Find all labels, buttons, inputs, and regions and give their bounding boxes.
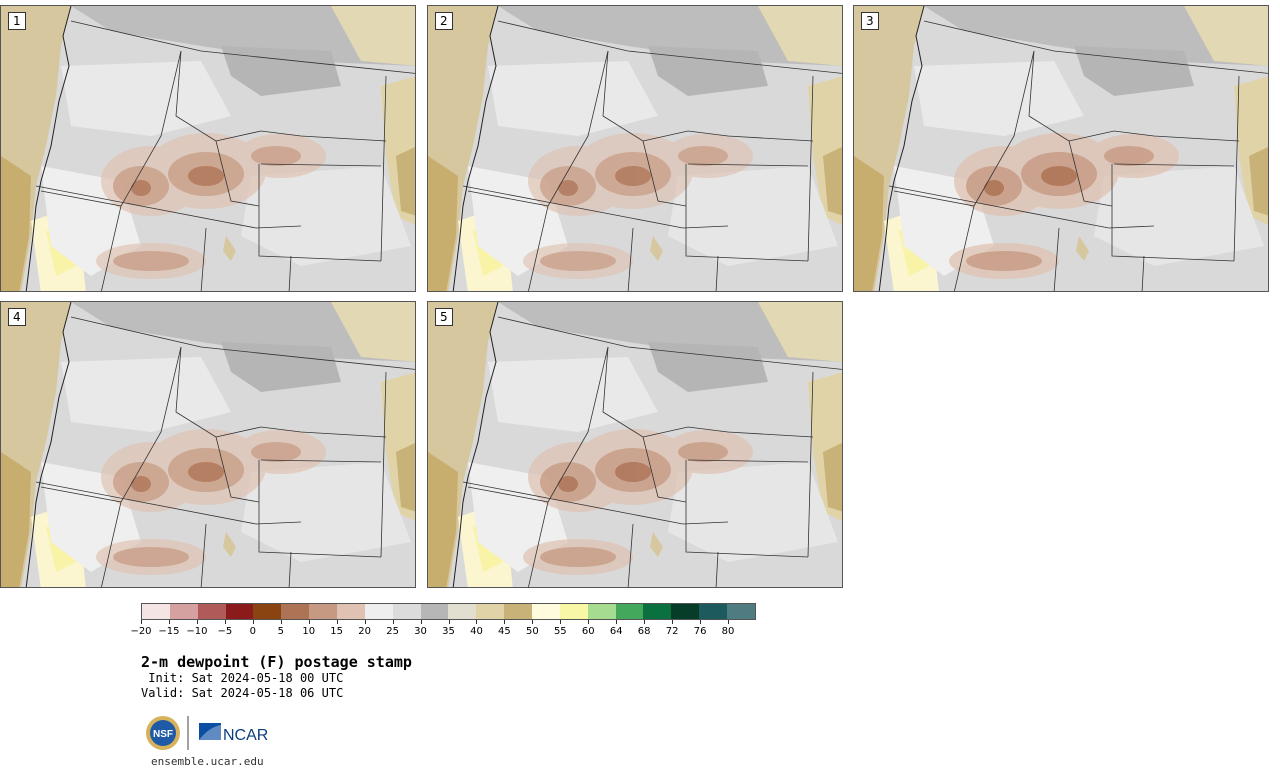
- map-panel-2: 2: [427, 5, 843, 292]
- colorbar-segment: [169, 604, 198, 619]
- colorbar-segment: [699, 604, 728, 619]
- colorbar-tick-label: 60: [581, 626, 595, 637]
- colorbar-segment: [504, 604, 533, 619]
- map-panel-1: 1: [0, 5, 416, 292]
- panel-label: 4: [8, 308, 26, 326]
- panel-label: 3: [861, 12, 879, 30]
- colorbar-tick: [700, 620, 702, 624]
- colorbar-tick: [252, 620, 254, 624]
- colorbar-segment: [420, 604, 449, 619]
- colorbar-tick-label: 40: [470, 626, 483, 637]
- valid-time: Valid: Sat 2024-05-18 06 UTC: [141, 686, 344, 700]
- colorbar-segment: [532, 604, 560, 619]
- panel-label: 1: [8, 12, 26, 30]
- colorbar-tick-label: 68: [637, 626, 651, 637]
- colorbar-segment: [309, 604, 338, 619]
- colorbar-tick: [448, 620, 450, 624]
- colorbar-tick: [420, 620, 422, 624]
- colorbar-tick-label: 50: [525, 626, 539, 637]
- colorbar-tick: [728, 620, 730, 624]
- colorbar-segment: [364, 604, 393, 619]
- colorbar-tick: [644, 620, 646, 624]
- logos: NSF NCAR: [145, 713, 275, 753]
- colorbar-tick: [168, 620, 170, 624]
- colorbar-segment: [727, 604, 755, 619]
- colorbar-segment: [643, 604, 672, 619]
- colorbar-tick: [308, 620, 310, 624]
- colorbar-tick: [224, 620, 226, 624]
- colorbar-tick-label: −15: [158, 626, 180, 637]
- colorbar-segment: [448, 604, 477, 619]
- colorbar-tick: [392, 620, 394, 624]
- colorbar-segment: [337, 604, 365, 619]
- colorbar-tick-label: −10: [186, 626, 208, 637]
- map-panel-3: 3: [853, 5, 1269, 292]
- colorbar-segment: [615, 604, 644, 619]
- colorbar-tick-label: 80: [721, 626, 735, 637]
- colorbar-tick: [504, 620, 506, 624]
- colorbar-segment: [392, 604, 421, 619]
- colorbar-tick-label: 35: [442, 626, 455, 637]
- panel-label: 2: [435, 12, 453, 30]
- site-url: ensemble.ucar.edu: [151, 755, 264, 768]
- page-title: 2-m dewpoint (F) postage stamp: [141, 653, 412, 671]
- colorbar-tick-label: 64: [609, 626, 623, 637]
- colorbar-tick: [364, 620, 366, 624]
- colorbar-segment: [225, 604, 254, 619]
- colorbar-tick-label: 10: [302, 626, 316, 637]
- colorbar-tick-label: 25: [386, 626, 399, 637]
- colorbar-segment: [253, 604, 282, 619]
- colorbar-tick-label: 76: [693, 626, 707, 637]
- colorbar-tick-label: 45: [498, 626, 511, 637]
- colorbar-tick: [141, 620, 142, 624]
- colorbar-tick-label: 15: [330, 626, 344, 637]
- colorbar-segment: [197, 604, 226, 619]
- colorbar-tick-label: 55: [553, 626, 567, 637]
- colorbar-segment: [671, 604, 700, 619]
- colorbar-tick: [560, 620, 562, 624]
- colorbar-tick-label: 0: [249, 626, 256, 637]
- colorbar-tick: [532, 620, 534, 624]
- colorbar: [141, 603, 756, 620]
- colorbar-tick: [616, 620, 618, 624]
- colorbar-segment: [281, 604, 310, 619]
- svg-text:NSF: NSF: [153, 729, 173, 740]
- nsf-logo: NSF: [146, 716, 180, 750]
- svg-text:NCAR: NCAR: [223, 727, 268, 744]
- map-panel-5: 5: [427, 301, 843, 588]
- map-panel-4: 4: [0, 301, 416, 588]
- colorbar-tick-label: −5: [217, 626, 233, 637]
- colorbar-segment: [559, 604, 588, 619]
- colorbar-tick: [196, 620, 198, 624]
- colorbar-tick: [588, 620, 590, 624]
- colorbar-ticks: −20 −15 −10 −5 0 5 10 15 20 25 30 35 40 45 50 55 60 64 68 7…: [130, 620, 756, 640]
- colorbar-tick: [280, 620, 282, 624]
- colorbar-tick: [476, 620, 478, 624]
- colorbar-tick: [672, 620, 674, 624]
- colorbar-segment: [587, 604, 616, 619]
- ncar-logo: NCAR: [199, 723, 268, 744]
- colorbar-segment: [142, 604, 170, 619]
- colorbar-tick: [336, 620, 338, 624]
- init-time: Init: Sat 2024-05-18 00 UTC: [141, 671, 344, 685]
- colorbar-tick-label: −20: [130, 626, 152, 637]
- colorbar-tick-label: 72: [665, 626, 679, 637]
- colorbar-segment: [476, 604, 505, 619]
- panel-label: 5: [435, 308, 453, 326]
- colorbar-tick-label: 20: [358, 626, 371, 637]
- colorbar-tick-label: 30: [414, 626, 427, 637]
- colorbar-tick-label: 5: [277, 626, 284, 637]
